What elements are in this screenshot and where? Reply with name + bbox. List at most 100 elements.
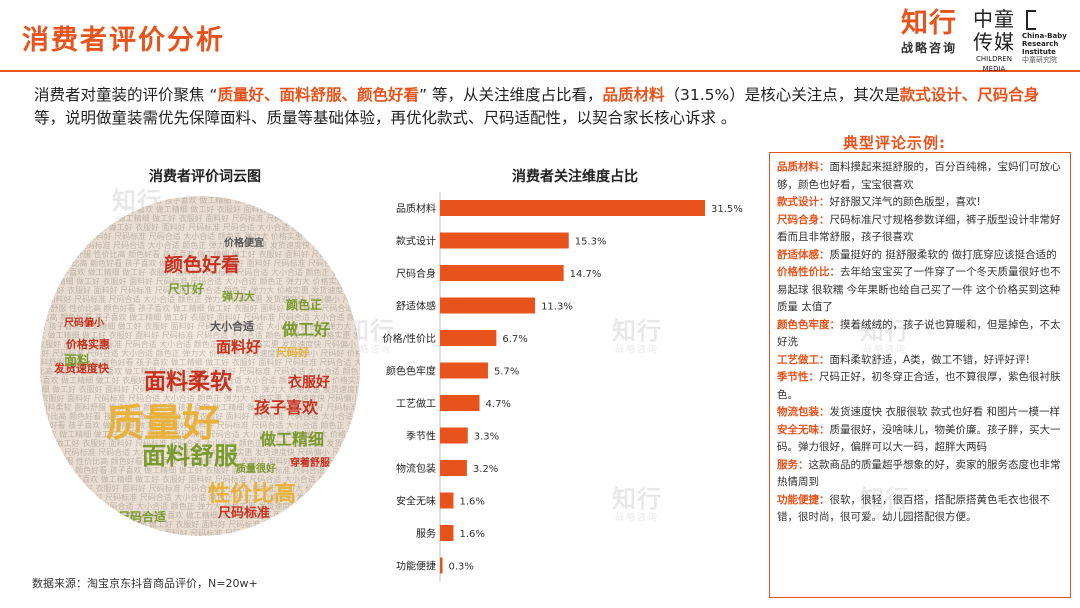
review-label: 功能便捷： [777, 493, 830, 506]
wordcloud-background-text: 做工精细 做工好 衣服好 面料好 尺码标准 尺码合适 大小合适 颜色正 弹力大 … [40, 439, 360, 448]
cbri-logo-line1: China-Baby [1022, 32, 1067, 40]
review-item: 款式设计：好舒服又洋气的颜色版型，喜欢! [777, 194, 1064, 212]
cbri-logo: China-Baby Research Institute 中童研究院 [1022, 10, 1078, 65]
chart-category-label: 尺码合身 [396, 267, 436, 280]
review-label: 价格性价比： [777, 266, 840, 278]
review-text: 发货速度快 衣服很软 款式也好看 和图片一模一样 [829, 406, 1061, 418]
review-label: 尺码合身： [777, 213, 830, 226]
chart-category-label: 款式设计 [396, 235, 436, 248]
wordcloud-background-text: 质量好 面料柔软 面料舒服 性价比高 颜色好看 孩子喜欢 做工精细 做工好 衣服… [40, 196, 360, 205]
chart-category-label: 安全无味 [396, 495, 436, 508]
wordcloud-word: 面料舒服 [142, 442, 238, 470]
wordcloud-background-text: 看 孩子喜欢 做工精细 做工好 衣服好 面料好 尺码标准 尺码合适 大小合适 颜… [40, 430, 360, 439]
wordcloud-background-text: 舒服 性价比高 颜色好看 孩子喜欢 做工精细 做工好 衣服好 面料好 尺码标准 … [40, 313, 360, 322]
intro-highlight-3: 款式设计、尺码合身 [899, 86, 1040, 104]
wordcloud-background-text: 软 面料舒服 性价比高 颜色好看 孩子喜欢 做工精细 做工好 衣服好 面料好 尺… [40, 205, 360, 214]
wordcloud-background-text: 欢 做工精细 做工好 衣服好 面料好 尺码标准 尺码合适 大小合适 颜色正 弹力… [40, 385, 360, 394]
chart-category-label: 价格/性价比 [383, 332, 436, 345]
intro-paragraph: 消费者对童装的评价聚焦 “质量好、面料舒服、颜色好看” 等，从关注维度占比看，品… [34, 84, 1054, 130]
wordcloud-word: 颜色好看 [164, 254, 241, 276]
page-title: 消费者评价分析 [22, 25, 225, 56]
wordcloud-title: 消费者评价词云图 [149, 169, 261, 185]
wordcloud-word: 孩子喜欢 [254, 398, 319, 417]
wordcloud-word: 尺寸好 [168, 282, 205, 296]
zhongtong-logo: 中童 传媒 CHILDREN MEDIA [968, 8, 1020, 74]
review-text: 这款商品的质量超乎想象的好，卖家的服务态度也非常热情周到 [777, 458, 1061, 489]
chart-category-label: 颜色色牢度 [386, 365, 436, 378]
wordcloud-background-text: 颜色好看 孩子喜欢 做工精细 做工好 衣服好 面料好 尺码标准 尺码合适 大小合… [40, 322, 360, 331]
wordcloud-word: 做工好 [282, 320, 331, 339]
cbri-logo-mark-icon [1026, 10, 1036, 30]
wordcloud-background-text: 量好 面料柔软 面料舒服 性价比高 颜色好看 孩子喜欢 做工精细 做工好 衣服好… [40, 403, 360, 412]
review-label: 季节性： [777, 371, 819, 383]
wordcloud-word: 价格实惠 [66, 338, 110, 351]
wordcloud-word: 弹力大 [222, 290, 255, 303]
zhixing-logo-subtext: 战略咨询 [900, 41, 957, 55]
chart-bar [440, 297, 536, 314]
intro-highlight-2: 品质材料 [602, 86, 665, 104]
wordcloud-background-text: 子喜欢 做工精细 做工好 衣服好 面料好 尺码标准 尺码合适 大小合适 颜色正 … [40, 331, 360, 340]
chart-bar [440, 460, 467, 476]
wordcloud-word: 尺码偏小 [64, 318, 104, 329]
wordcloud-background-text: 好 衣服好 面料好 尺码标准 尺码合适 大小合适 颜色正 弹力大 价格实惠 发货… [40, 448, 360, 457]
chart-bar [440, 232, 569, 249]
chart-bar [440, 492, 454, 509]
chart-value-label: 14.7% [570, 269, 602, 280]
wordcloud-word: 尺码好 [276, 346, 309, 359]
wordcloud-background-text: 孩子喜欢 做工精细 做工好 衣服好 面料好 尺码标准 尺码合适 大小合适 颜色正… [40, 277, 360, 286]
chart-category-label: 服务 [416, 527, 436, 540]
wordcloud-word: 面料好 [216, 338, 262, 356]
wordcloud-background-text: 好 面料柔软 面料舒服 性价比高 颜色好看 孩子喜欢 做工精细 做工好 衣服好 … [40, 250, 360, 259]
wordcloud-word: 颜色正 [286, 298, 323, 312]
chart-value-label: 1.6% [459, 529, 484, 540]
chart-category-label: 功能便捷 [396, 560, 436, 573]
review-item: 工艺做工：面料柔软舒适，A类，做工不错，好评好评! [777, 352, 1064, 370]
data-source-note: 数据来源：淘宝京东抖音商品评价，N=20w+ [32, 577, 258, 590]
review-label: 服务： [777, 458, 809, 471]
chart-value-label: 5.7% [494, 367, 519, 378]
intro-text-3: （31.5%）是核心关注点，其次是 [664, 86, 900, 104]
review-text: 很软，很轻，很百搭，搭配原搭黄色毛衣也很不错，很时尚，很可爱。幼儿园搭配很方便。 [777, 493, 1050, 524]
wordcloud-word: 穿着舒服 [290, 458, 330, 469]
chart-bar [440, 525, 454, 541]
wordcloud-word: 衣服好 [288, 375, 330, 391]
chart-bar [440, 265, 564, 281]
chart-value-label: 1.6% [459, 497, 484, 508]
review-label: 工艺做工： [777, 353, 830, 366]
review-item: 安全无味：质量很好，没啥味儿，物美价廉。孩子胖，买大一码。弹力很好，偏胖可以大一… [777, 422, 1064, 457]
review-text: 质量挺好的 挺舒服柔软的 做打底穿应该挺合适的 [829, 248, 1057, 261]
wordcloud-background-text: 衣服好 面料好 尺码标准 尺码合适 大小合适 颜色正 弹力大 价格实惠 发货速度… [40, 295, 360, 304]
wordcloud-background-text: 面料柔软 面料舒服 性价比高 颜色好看 孩子喜欢 做工精细 做工好 衣服好 面料… [40, 457, 360, 466]
wordcloud-word: 面料 [64, 354, 91, 369]
wordcloud-background-text: 性价比高 颜色好看 孩子喜欢 做工精细 做工好 衣服好 面料好 尺码标准 尺码合… [40, 367, 360, 376]
wordcloud-background-text: 做工好 衣服好 面料好 尺码标准 尺码合适 大小合适 颜色正 弹力大 价格实惠 … [40, 394, 360, 403]
bar-chart: 品质材料 31.5% 款式设计 15.3% 尺码合身 14.7% 舒适体感 11.3% 价格/性… [383, 192, 743, 582]
reviews-title: 典型评论示例: [843, 134, 946, 152]
chart-bar [440, 427, 468, 444]
wordcloud-background-text: 工好 衣服好 面料好 尺码标准 尺码合适 大小合适 颜色正 弹力大 价格实惠 发… [40, 241, 360, 250]
wordcloud-background-text: 价比高 颜色好看 孩子喜欢 做工精细 做工好 衣服好 面料好 尺码标准 尺码合适… [40, 421, 360, 430]
review-text: 摸着绒绒的，孩子说也算暖和，但是掉色，不太好洗 [777, 318, 1061, 349]
wordcloud-background-text: 面料舒服 性价比高 颜色好看 孩子喜欢 做工精细 做工好 衣服好 面料好 尺码标… [40, 412, 360, 421]
wordcloud-background-text: 比高 颜色好看 孩子喜欢 做工精细 做工好 衣服好 面料好 尺码标准 尺码合适 … [40, 268, 360, 277]
review-text: 去年给宝宝买了一件穿了一个冬天质量很好也不易起球 很软糯 今年果断也给自己买了一… [777, 266, 1061, 313]
wordcloud-word: 尺码标准 [218, 506, 271, 521]
chart-category-label: 工艺做工 [396, 397, 436, 410]
review-label: 颜色色牢度： [777, 318, 840, 331]
chart-value-label: 6.7% [502, 334, 527, 345]
review-item: 服务：这款商品的质量超乎想象的好，卖家的服务态度也非常热情周到 [777, 457, 1064, 492]
wordcloud-background-text: 柔软 面料舒服 性价比高 颜色好看 孩子喜欢 做工精细 做工好 衣服好 面料好 … [40, 358, 360, 367]
chart-bar [440, 330, 497, 346]
review-label: 物流包装： [777, 406, 830, 418]
chart-value-label: 4.7% [486, 399, 511, 410]
chart-value-label: 11.3% [541, 302, 573, 313]
chart-category-label: 舒适体感 [396, 300, 436, 313]
review-item: 舒适体感：质量挺好的 挺舒服柔软的 做打底穿应该挺合适的 [777, 247, 1064, 265]
review-label: 品质材料： [777, 161, 830, 173]
chart-category-label: 品质材料 [396, 202, 436, 215]
review-text: 尺码正好，初冬穿正合适，也不算很厚，紫色很衬肤色。 [777, 371, 1061, 401]
review-item: 物流包装：发货速度快 衣服很软 款式也好看 和图片一模一样 [777, 404, 1064, 422]
zhixing-logo: 知行 战略咨询 [895, 8, 963, 56]
review-item: 价格性价比：去年给宝宝买了一件穿了一个冬天质量很好也不易起球 很软糯 今年果断也… [777, 264, 1064, 317]
wordcloud-background-text: 衣服好 面料好 尺码标准 尺码合适 大小合适 颜色正 弹力大 价格实惠 发货速度… [40, 502, 360, 511]
